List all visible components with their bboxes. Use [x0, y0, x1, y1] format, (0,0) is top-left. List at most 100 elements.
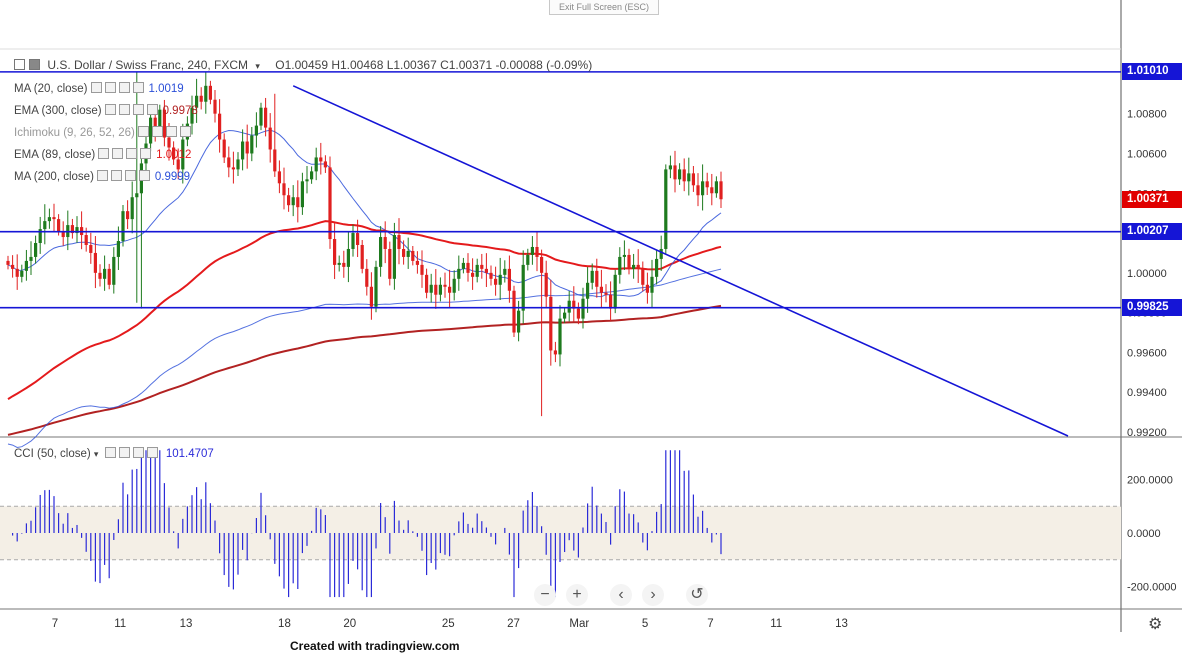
exit-fullscreen-button[interactable]: Exit Full Screen (ESC): [549, 0, 659, 15]
zoom-out-button[interactable]: −: [534, 584, 556, 606]
indicator-value: 0.9978: [162, 105, 198, 117]
candle-body: [590, 270, 594, 283]
eye-icon[interactable]: [137, 126, 149, 137]
gear-icon[interactable]: [118, 104, 130, 115]
candle-body: [641, 268, 645, 285]
scroll-right-button[interactable]: ›: [642, 584, 664, 606]
candle-body: [342, 262, 346, 267]
eye-icon[interactable]: [96, 170, 108, 181]
candle-body: [250, 135, 254, 154]
candle-body: [70, 225, 74, 234]
close-icon[interactable]: [146, 104, 158, 115]
trend-line[interactable]: [292, 85, 1069, 437]
candle-body: [369, 286, 373, 307]
candle-body: [714, 181, 718, 194]
gear-icon[interactable]: [112, 148, 124, 159]
time-tick-label: 13: [835, 618, 848, 630]
close-icon[interactable]: [138, 170, 150, 181]
candle-body: [429, 284, 433, 293]
plus-icon[interactable]: [118, 82, 130, 93]
candle-body: [618, 256, 622, 275]
price-tick-label: 1.00000: [1127, 268, 1167, 280]
candle-body: [484, 268, 488, 273]
close-icon[interactable]: [179, 126, 191, 137]
candle-body: [701, 181, 705, 196]
candle-body: [461, 262, 465, 269]
candle-body: [668, 165, 672, 170]
candle-body: [167, 137, 171, 148]
plus-icon[interactable]: [132, 447, 144, 458]
candle-body: [204, 85, 208, 102]
price-tag: 1.00207: [1122, 223, 1182, 241]
candle-body: [11, 264, 15, 269]
zoom-in-button[interactable]: +: [566, 584, 588, 606]
candle-body: [268, 127, 272, 150]
chevron-down-icon[interactable]: ▾: [93, 449, 99, 459]
candle-body: [6, 260, 10, 265]
eye-icon[interactable]: [104, 447, 116, 458]
eye-icon[interactable]: [98, 148, 110, 159]
scroll-left-button[interactable]: ‹: [610, 584, 632, 606]
close-icon[interactable]: [146, 447, 158, 458]
candle-body: [388, 248, 392, 279]
gear-icon[interactable]: [118, 447, 130, 458]
gear-icon[interactable]: [110, 170, 122, 181]
candle-body: [576, 308, 580, 319]
plus-icon[interactable]: [132, 104, 144, 115]
reset-chart-button[interactable]: ↺: [686, 584, 708, 606]
candle-body: [277, 171, 281, 184]
candle-body: [38, 229, 42, 243]
time-tick-label: 27: [507, 618, 520, 630]
candle-body: [199, 95, 203, 102]
candle-body: [664, 169, 668, 249]
candle-body: [696, 185, 700, 196]
cci-label: CCI (50, close): [14, 448, 91, 460]
checkbox-icon[interactable]: [14, 59, 25, 70]
candle-body: [622, 254, 626, 257]
price-tick-label: 0.99200: [1127, 427, 1167, 439]
candle-body: [553, 350, 557, 355]
indicator-value: 1.0019: [148, 83, 184, 95]
plus-icon[interactable]: [165, 126, 177, 137]
gear-icon[interactable]: [104, 82, 116, 93]
candle-body: [323, 161, 327, 168]
candle-body: [682, 169, 686, 182]
candle-body: [84, 235, 88, 245]
candle-body: [245, 141, 249, 154]
candle-body: [213, 99, 217, 114]
chevron-down-icon[interactable]: ▾: [255, 61, 260, 71]
candle-body: [521, 264, 525, 311]
close-icon[interactable]: [132, 82, 144, 93]
candle-body: [530, 246, 534, 255]
settings-gear-icon[interactable]: ⚙: [1148, 616, 1163, 633]
gear-icon[interactable]: [151, 126, 163, 137]
candle-body: [107, 268, 111, 285]
indicator-value: 1.0012: [156, 149, 192, 161]
candle-body: [650, 276, 654, 293]
candle-body: [526, 254, 530, 265]
candle-body: [300, 181, 304, 208]
candle-body: [402, 248, 406, 257]
indicator-label: Ichimoku (9, 26, 52, 26): [14, 127, 135, 139]
eye-icon[interactable]: [90, 82, 102, 93]
candle-body: [98, 272, 102, 279]
candle-body: [282, 183, 286, 196]
price-tick-label: 1.00800: [1127, 109, 1167, 121]
candle-body: [489, 272, 493, 279]
candle-body: [314, 157, 318, 172]
close-icon[interactable]: [140, 148, 152, 159]
candle-body: [319, 157, 323, 162]
eye-icon[interactable]: [104, 104, 116, 115]
plus-icon[interactable]: [124, 170, 136, 181]
candle-body: [116, 241, 120, 257]
candle-body: [678, 169, 682, 180]
cci-value: 101.4707: [165, 448, 214, 460]
candle-body: [47, 217, 51, 222]
plus-icon[interactable]: [126, 148, 138, 159]
candle-body: [310, 171, 314, 180]
time-tick-label: 18: [278, 618, 291, 630]
candle-body: [599, 286, 603, 293]
candle-body: [93, 252, 97, 273]
candle-body: [273, 149, 277, 172]
